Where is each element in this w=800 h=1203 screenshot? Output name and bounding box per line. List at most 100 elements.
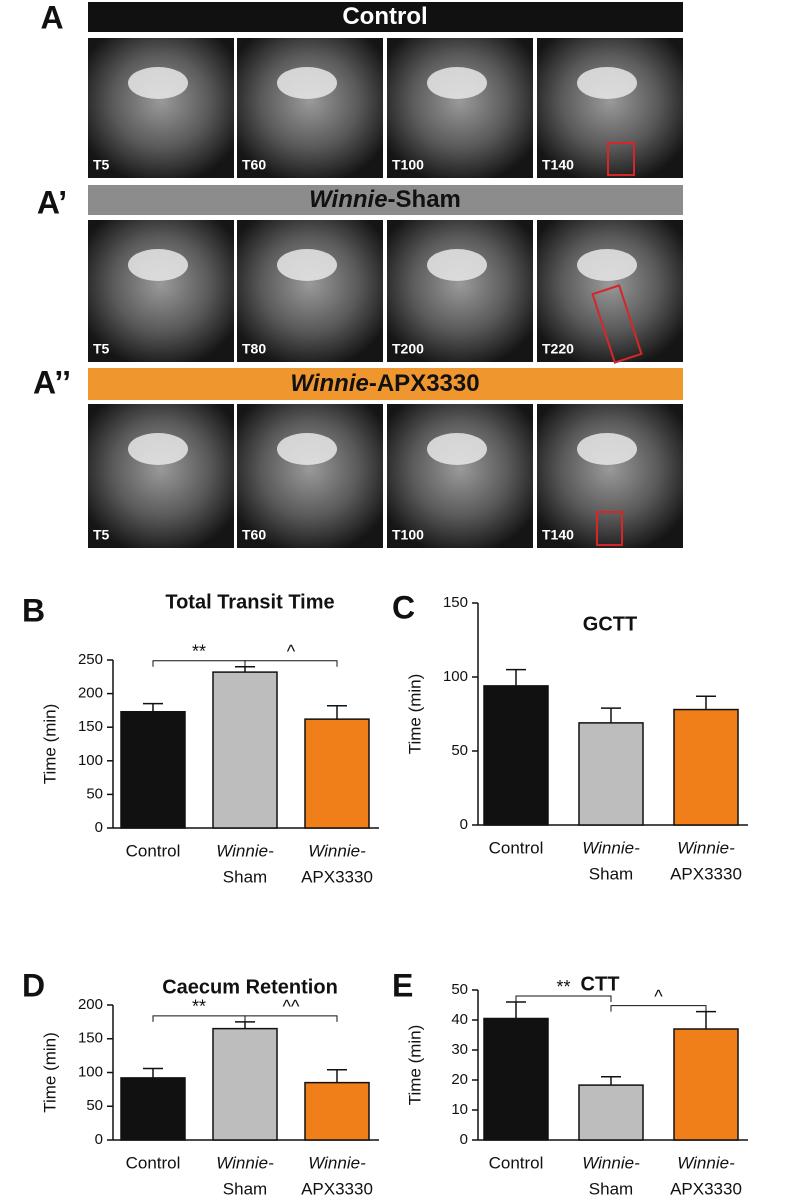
x-tick-label: APX3330 (670, 864, 742, 883)
x-tick-label: APX3330 (301, 1179, 373, 1198)
panel-letter: A’ (37, 184, 67, 220)
x-tick-label: Winnie- (308, 841, 366, 860)
panel-letter: D (22, 967, 45, 1003)
significance-label: ^^ (283, 997, 300, 1017)
y-tick-label: 20 (451, 1071, 468, 1088)
x-tick-label: Winnie- (308, 1153, 366, 1172)
contrast-blob (128, 249, 188, 281)
chart-title: Caecum Retention (162, 976, 338, 998)
y-axis-label: Time (min) (405, 674, 424, 755)
bar (578, 722, 644, 826)
bar (483, 685, 549, 826)
bar (673, 1028, 739, 1141)
y-tick-label: 0 (95, 1131, 103, 1148)
xray-image (88, 38, 234, 178)
x-tick-label: Sham (223, 867, 267, 886)
header-title-part: Winnie (309, 186, 387, 213)
time-label: T60 (242, 157, 266, 173)
y-axis-label: Time (min) (405, 1025, 424, 1106)
contrast-blob (277, 67, 337, 99)
contrast-blob (128, 67, 188, 99)
header-title-part: Control (342, 3, 427, 30)
y-tick-label: 150 (443, 594, 468, 611)
time-label: T100 (392, 157, 424, 173)
time-label: T140 (542, 157, 574, 173)
y-tick-label: 30 (451, 1041, 468, 1058)
bar (120, 1077, 186, 1141)
significance-label: ** (192, 997, 206, 1017)
xray-image (88, 404, 234, 548)
x-tick-label: Control (126, 1153, 181, 1172)
time-label: T200 (392, 341, 424, 357)
header-title: Control (342, 3, 427, 30)
time-label: T140 (542, 527, 574, 543)
y-tick-label: 50 (451, 742, 468, 759)
time-label: T5 (93, 341, 110, 357)
header-title: Winnie-Sham (309, 186, 461, 213)
time-label: T5 (93, 157, 110, 173)
significance-label: ** (556, 977, 570, 997)
bar (304, 1081, 370, 1141)
header-bar (88, 2, 683, 32)
y-tick-label: 50 (86, 785, 103, 802)
chart-title: CTT (581, 973, 620, 995)
x-tick-label: Winnie- (582, 838, 640, 857)
y-tick-label: 200 (78, 996, 103, 1013)
xray-image (88, 220, 234, 362)
y-tick-label: 50 (451, 981, 468, 998)
contrast-blob (277, 249, 337, 281)
x-tick-label: Winnie- (582, 1153, 640, 1172)
panel-letter: C (392, 589, 415, 625)
time-label: T100 (392, 527, 424, 543)
significance-bracket (152, 1015, 246, 1022)
y-tick-label: 0 (460, 1131, 468, 1148)
y-axis-label: Time (min) (40, 704, 59, 785)
x-tick-label: Winnie- (216, 841, 274, 860)
y-tick-label: 50 (86, 1097, 103, 1114)
xray-image (387, 220, 533, 362)
x-tick-label: APX3330 (301, 867, 373, 886)
header-bar (88, 185, 683, 215)
xray-image (387, 404, 533, 548)
y-tick-label: 40 (451, 1011, 468, 1028)
panel-letter: A’’ (33, 364, 71, 400)
panel-letter: A (40, 0, 63, 35)
contrast-blob (427, 67, 487, 99)
bar (304, 718, 370, 829)
significance-bracket (515, 995, 612, 1002)
bar (578, 1084, 644, 1141)
panel-letter: B (22, 592, 45, 628)
significance-bracket (610, 1005, 707, 1012)
header-title-part: -APX3330 (369, 370, 480, 397)
x-tick-label: APX3330 (670, 1179, 742, 1198)
panel-letter: E (392, 967, 413, 1003)
bar (212, 671, 278, 829)
contrast-blob (427, 249, 487, 281)
contrast-blob (577, 249, 637, 281)
y-tick-label: 100 (78, 752, 103, 769)
bar (212, 1027, 278, 1141)
y-tick-label: 250 (78, 651, 103, 668)
y-tick-label: 150 (78, 1030, 103, 1047)
contrast-blob (427, 433, 487, 465)
bar (673, 708, 739, 826)
x-tick-label: Winnie- (216, 1153, 274, 1172)
y-axis-label: Time (min) (40, 1032, 59, 1113)
significance-label: ** (192, 641, 206, 661)
chart-title: GCTT (583, 613, 637, 635)
xray-image (537, 404, 683, 548)
y-tick-label: 200 (78, 685, 103, 702)
xray-image (237, 38, 383, 178)
y-tick-label: 100 (443, 668, 468, 685)
contrast-blob (277, 433, 337, 465)
time-label: T220 (542, 341, 574, 357)
x-tick-label: Sham (589, 1179, 633, 1198)
x-tick-label: Sham (223, 1179, 267, 1198)
x-tick-label: Winnie- (677, 838, 735, 857)
time-label: T60 (242, 527, 266, 543)
y-tick-label: 0 (95, 819, 103, 836)
xray-image (387, 38, 533, 178)
